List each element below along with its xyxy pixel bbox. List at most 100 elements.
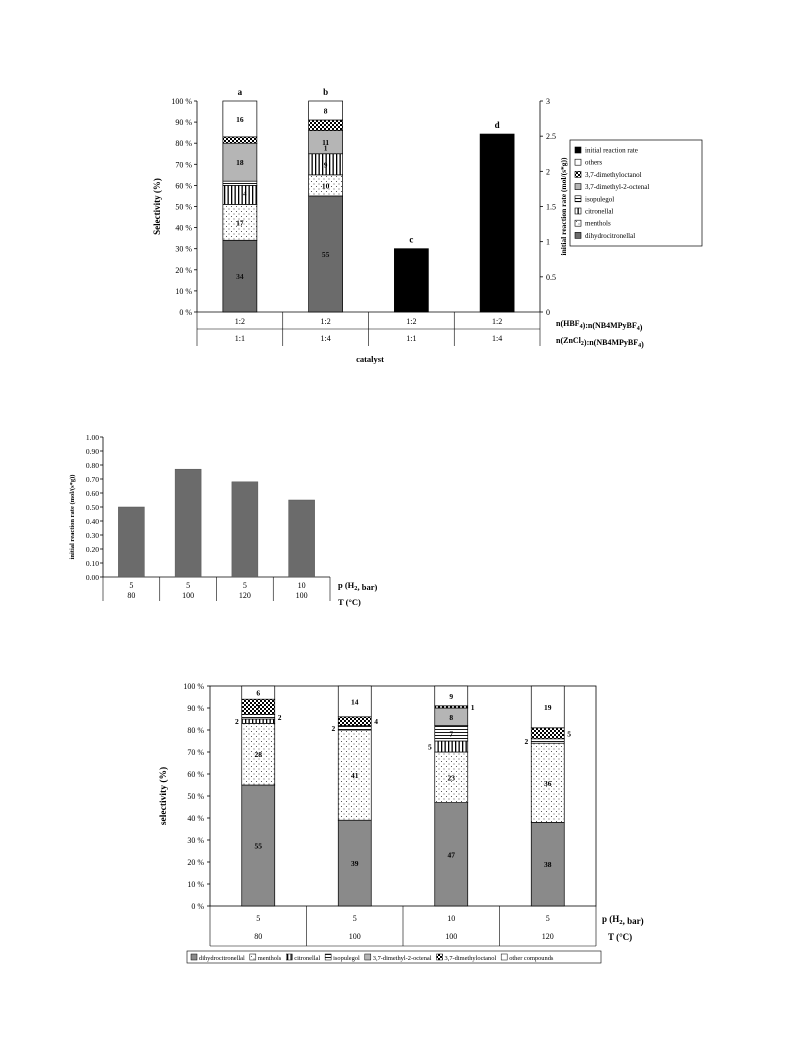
bar-segment-other-compounds [530,685,565,729]
y-tick-label: 30 % [175,245,192,254]
y-tick-label: 0.90 [86,447,99,456]
data-label-3-7-dimethyloctanol: 4 [374,717,378,726]
data-label-others: 8 [324,106,328,115]
y-tick-label: 10 % [175,287,192,296]
y-tick-label: 100 % [171,97,192,106]
bar-segment-isopulegol [530,738,565,744]
y-tick-label: 1.00 [86,433,99,442]
legend-label-3-7-dimethyl-2-octenal: 3,7-dimethyl-2-octenal [585,183,649,191]
x-tick-label-row2: 80 [127,591,135,600]
legend-swatch-menthols [249,953,257,961]
x-tick-label-row2: 80 [254,932,262,941]
y-tick-label: 60 % [175,181,192,190]
row-label-temperature: T (°C) [338,597,361,607]
x-tick-label-row2: 100 [349,932,361,941]
row-label-temperature: T (°C) [608,932,632,942]
legend-label-citronellal: citronellal [585,208,613,216]
x-tick-label-row1: 5 [546,914,550,923]
y2-tick-label: 1 [546,238,550,247]
data-label-small: 9 [324,161,328,169]
bar-segment-3-7-dimethyloctanol [308,119,343,131]
data-label-small: 4 [243,190,247,198]
bar-initial-reaction-rate [118,506,145,578]
y2-tick-label: 0 [546,308,550,317]
data-label-other-compounds: 9 [449,692,453,701]
legend-label-others: others [585,159,602,167]
row-label-pressure: p (H2, bar) [338,580,377,592]
bar-letter-label: c [409,235,413,245]
y-tick-label: 50 % [175,203,192,212]
legend-label-menthols: menthols [585,220,611,228]
legend-label-3-7-dimethyloctanol: 3,7-dimethyloctanol [585,171,642,179]
bar-letter-label: b [323,87,328,97]
legend-swatch-other-compounds [500,953,508,961]
bar-segment-3-7-dimethyloctanol [222,136,258,144]
legend-swatch-menthols [574,219,582,227]
y2-tick-label: 1.5 [546,203,556,212]
data-label-isopulegol: 7 [449,729,453,738]
data-label-3-7-dimethyl-2-octenal: 8 [449,713,453,722]
x-tick-label-row1: 1:2 [406,317,416,326]
data-label-dihydrocitronellal: 34 [236,272,244,281]
x-tick-label-row1: 5 [353,914,357,923]
y-tick-label: 0 % [179,308,192,317]
data-label-other-compounds: 19 [544,703,552,712]
data-label-menthols: 17 [236,218,244,227]
legend-label-citronellal: citronellal [294,955,320,962]
legend-label-isopulegol: isopulegol [333,955,360,962]
data-label-3-7-dimethyloctanol: 7 [256,703,260,712]
y-tick-label: 0.30 [86,531,99,540]
legend-swatch-dihydrocitronellal [190,953,198,961]
data-label-menthols: 10 [322,181,330,190]
data-label-dihydrocitronellal: 39 [351,859,359,868]
bar-initial-reaction-rate [479,133,515,313]
x-tick-label-row2: 100 [445,932,457,941]
x-tick-label-row2: 1:1 [235,334,245,343]
y2-tick-label: 3 [546,97,550,106]
bar-segment-other-compounds [434,685,469,707]
y-tick-label: 30 % [187,836,204,845]
y-tick-label: 40 % [175,224,192,233]
bar-segment-isopulegol [241,714,276,720]
x-tick-label-row1: 10 [447,914,455,923]
legend-label-3-7-dimethyl-2-octenal: 3,7-dimethyl-2-octenal [373,955,432,962]
bar-initial-reaction-rate [174,468,202,578]
bar-segment-other-compounds [337,685,372,718]
y-axis-title: initial reaction rate (mol/(s*g)) [69,475,76,560]
y-tick-label: 0 % [191,902,204,911]
y-tick-label: 60 % [187,770,204,779]
y-tick-label: 70 % [187,748,204,757]
data-label-small: 1 [324,144,328,152]
y-tick-label: 90 % [187,704,204,713]
bar-segment-isopulegol [337,725,372,731]
legend-swatch-isopulegol [574,195,582,203]
data-label-3-7-dimethyl-2-octenal: 18 [236,158,244,167]
x-tick-label-row1: 1:2 [492,317,502,326]
y-tick-label: 80 % [187,726,204,735]
data-label-3-7-dimethyloctanol: 1 [471,703,475,712]
x-tick-label-row2: 1:1 [406,334,416,343]
legend-swatch-others [574,158,582,166]
legend-swatch-3-7-dimethyl-2-octenal [364,953,372,961]
x-tick-label-row1: 1:2 [321,317,331,326]
bar-initial-reaction-rate [394,248,429,313]
x-tick-label-row2: 1:4 [321,334,331,343]
legend-label-menthols: menthols [258,955,282,962]
data-label-citronellal: 2 [235,717,239,726]
x-tick-label-row2: 100 [182,591,194,600]
bar-initial-reaction-rate [288,499,315,578]
data-label-dihydrocitronellal: 38 [544,860,552,869]
y-tick-label: 0.00 [86,573,99,582]
y-tick-label: 50 % [187,792,204,801]
data-label-citronellal: 5 [428,743,432,752]
legend-swatch-citronellal [285,953,293,961]
row-label-pressure: p (H2, bar) [602,914,644,926]
y-tick-label: 0.80 [86,461,99,470]
bar-segment-citronellal [241,718,276,724]
bar-segment-dihydrocitronellal [337,819,372,907]
y-axis-title: Selectivity (%) [152,178,162,235]
data-label-other-compounds: 6 [256,689,260,698]
y-axis-title: selectivity (%) [158,767,169,825]
data-label-other-compounds: 14 [351,697,359,706]
